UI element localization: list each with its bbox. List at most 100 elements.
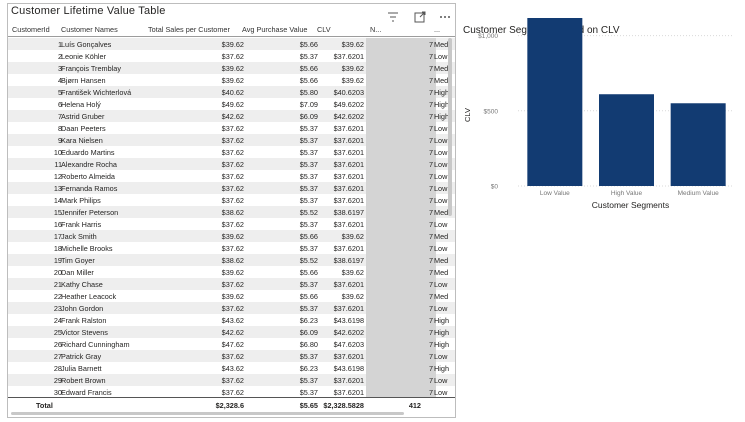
cell-total-sales: $39.62: [221, 64, 244, 73]
column-header-avg-purchase-value[interactable]: Avg Purchase Value: [242, 25, 308, 34]
clv-highlight-bar: [366, 290, 436, 302]
focus-mode-icon[interactable]: [413, 10, 427, 24]
table-row[interactable]: 30 Edward Francis $37.62 $5.37 $37.6201 7 Low: [8, 386, 455, 398]
clv-highlight-bar: [366, 278, 436, 290]
table-row[interactable]: 11 Alexandre Rocha $37.62 $5.37 $37.6201 7 Low: [8, 158, 455, 170]
table-row[interactable]: 16 Frank Harris $37.62 $5.37 $37.6201 7 Low: [8, 218, 455, 230]
bar-high-value[interactable]: [599, 94, 654, 186]
cell-num-purchases: 7: [428, 388, 433, 397]
column-header-clv[interactable]: CLV: [317, 25, 331, 34]
table-row[interactable]: 6 Helena Holý $49.62 $7.09 $49.6202 7 High: [8, 98, 455, 110]
table-row[interactable]: 4 Bjørn Hansen $39.62 $5.66 $39.62 7 Med: [8, 74, 455, 86]
visual-header-toolbar: [380, 10, 455, 24]
table-row[interactable]: 14 Mark Philips $37.62 $5.37 $37.6201 7 Low: [8, 194, 455, 206]
table-row[interactable]: 26 Richard Cunningham $47.62 $6.80 $47.6203 7…: [8, 338, 455, 350]
table-row[interactable]: 12 Roberto Almeida $37.62 $5.37 $37.6201 7 Low: [8, 170, 455, 182]
clv-highlight-bar: [366, 50, 436, 62]
bar-low-value[interactable]: [527, 18, 583, 186]
bar-medium-value[interactable]: [670, 103, 726, 186]
cell-customer-id: 26: [53, 340, 62, 349]
cell-customer-id: 4: [57, 76, 62, 85]
cell-clv: $42.6202: [333, 112, 364, 121]
clv-highlight-bar: [366, 62, 436, 74]
segments-chart-visual[interactable]: Customer Segments based on CLV $0$500$1,…: [458, 3, 740, 416]
cell-customer-name: Mark Philips: [61, 196, 101, 205]
table-row[interactable]: 8 Daan Peeters $37.62 $5.37 $37.6201 7 Low: [8, 122, 455, 134]
cell-segment: Med: [434, 40, 449, 49]
cell-avg-purchase: $7.09: [299, 100, 318, 109]
column-header-total-sales[interactable]: Total Sales per Customer: [148, 25, 230, 34]
table-row[interactable]: 3 François Tremblay $39.62 $5.66 $39.62 7 Med: [8, 62, 455, 74]
cell-clv: $37.6201: [333, 52, 364, 61]
cell-total-sales: $37.62: [221, 376, 244, 385]
cell-total-sales: $37.62: [221, 352, 244, 361]
clv-highlight-bar: [366, 182, 436, 194]
cell-num-purchases: 7: [428, 64, 433, 73]
table-row[interactable]: 2 Leonie Köhler $37.62 $5.37 $37.6201 7 Low: [8, 50, 455, 62]
clv-highlight-bar: [366, 206, 436, 218]
cell-customer-id: 1: [57, 40, 62, 49]
more-options-icon[interactable]: [438, 10, 452, 24]
clv-highlight-bar: [366, 122, 436, 134]
table-row[interactable]: 29 Robert Brown $37.62 $5.37 $37.6201 7 Low: [8, 374, 455, 386]
cell-avg-purchase: $6.23: [299, 316, 318, 325]
filter-icon[interactable]: [386, 10, 400, 24]
table-row[interactable]: 20 Dan Miller $39.62 $5.66 $39.62 7 Med: [8, 266, 455, 278]
cell-total-sales: $37.62: [221, 304, 244, 313]
cell-segment: Low: [434, 184, 448, 193]
table-row[interactable]: 7 Astrid Gruber $42.62 $6.09 $42.6202 7 High: [8, 110, 455, 122]
cell-avg-purchase: $5.37: [299, 352, 318, 361]
cell-num-purchases: 7: [428, 280, 433, 289]
cell-customer-id: 7: [57, 112, 62, 121]
cell-segment: Low: [434, 52, 448, 61]
table-row[interactable]: 25 Victor Stevens $42.62 $6.09 $42.6202 7 High: [8, 326, 455, 338]
table-row[interactable]: 13 Fernanda Ramos $37.62 $5.37 $37.6201 7 Low: [8, 182, 455, 194]
cell-num-purchases: 7: [428, 112, 433, 121]
cell-total-sales: $43.62: [221, 316, 244, 325]
column-header-segment[interactable]: ...: [434, 25, 441, 34]
cell-customer-id: 3: [57, 64, 62, 73]
cell-avg-purchase: $5.37: [299, 172, 318, 181]
cell-customer-name: Fernanda Ramos: [61, 184, 118, 193]
cell-customer-name: Michelle Brooks: [61, 244, 113, 253]
table-row[interactable]: 28 Julia Barnett $43.62 $6.23 $43.6198 7 High: [8, 362, 455, 374]
table-row[interactable]: 9 Kara Nielsen $37.62 $5.37 $37.6201 7 Low: [8, 134, 455, 146]
column-header-customerid[interactable]: CustomerId: [12, 25, 50, 34]
cell-segment: High: [434, 88, 450, 97]
table-row[interactable]: 27 Patrick Gray $37.62 $5.37 $37.6201 7 Low: [8, 350, 455, 362]
table-row[interactable]: 21 Kathy Chase $37.62 $5.37 $37.6201 7 Low: [8, 278, 455, 290]
table-row[interactable]: 17 Jack Smith $39.62 $5.66 $39.62 7 Med: [8, 230, 455, 242]
cell-avg-purchase: $5.80: [299, 88, 318, 97]
cell-num-purchases: 7: [428, 316, 433, 325]
table-row[interactable]: 15 Jennifer Peterson $38.62 $5.52 $38.6197 7 M…: [8, 206, 455, 218]
clv-table-visual[interactable]: Customer Lifetime Value Table CustomerId…: [7, 3, 456, 418]
cell-segment: Low: [434, 376, 448, 385]
cell-avg-purchase: $5.52: [299, 256, 318, 265]
cell-num-purchases: 7: [428, 40, 433, 49]
column-header-customer-names[interactable]: Customer Names: [61, 25, 118, 34]
cell-segment: Low: [434, 244, 448, 253]
cell-clv: $39.62: [341, 64, 364, 73]
cell-total-sales: $37.62: [221, 244, 244, 253]
table-row[interactable]: 5 František Wichterlová $40.62 $5.80 $40.620…: [8, 86, 455, 98]
horizontal-scrollbar[interactable]: [11, 412, 404, 415]
column-header-num-purchases[interactable]: N...: [370, 25, 382, 34]
table-row[interactable]: 24 Frank Ralston $43.62 $6.23 $43.6198 7 High: [8, 314, 455, 326]
table-row[interactable]: 18 Michelle Brooks $37.62 $5.37 $37.6201 7 Low: [8, 242, 455, 254]
cell-avg-purchase: $5.37: [299, 388, 318, 397]
table-row[interactable]: 23 John Gordon $37.62 $5.37 $37.6201 7 Low: [8, 302, 455, 314]
table-row[interactable]: 10 Eduardo Martins $37.62 $5.37 $37.6201 7 Low: [8, 146, 455, 158]
total-clv: $2,328.5828: [323, 401, 364, 410]
table-row[interactable]: 22 Heather Leacock $39.62 $5.66 $39.62 7 Med: [8, 290, 455, 302]
clv-highlight-bar: [366, 386, 436, 398]
clv-highlight-bar: [366, 326, 436, 338]
cell-avg-purchase: $5.37: [299, 220, 318, 229]
cell-customer-name: Tim Goyer: [61, 256, 95, 265]
table-row[interactable]: 1 Luís Gonçalves $39.62 $5.66 $39.62 7 Med: [8, 38, 455, 50]
cell-clv: $37.6201: [333, 280, 364, 289]
table-row[interactable]: 19 Tim Goyer $38.62 $5.52 $38.6197 7 Med: [8, 254, 455, 266]
vertical-scrollbar[interactable]: [448, 38, 452, 216]
cell-num-purchases: 7: [428, 292, 433, 301]
cell-segment: Low: [434, 352, 448, 361]
cell-avg-purchase: $5.37: [299, 280, 318, 289]
